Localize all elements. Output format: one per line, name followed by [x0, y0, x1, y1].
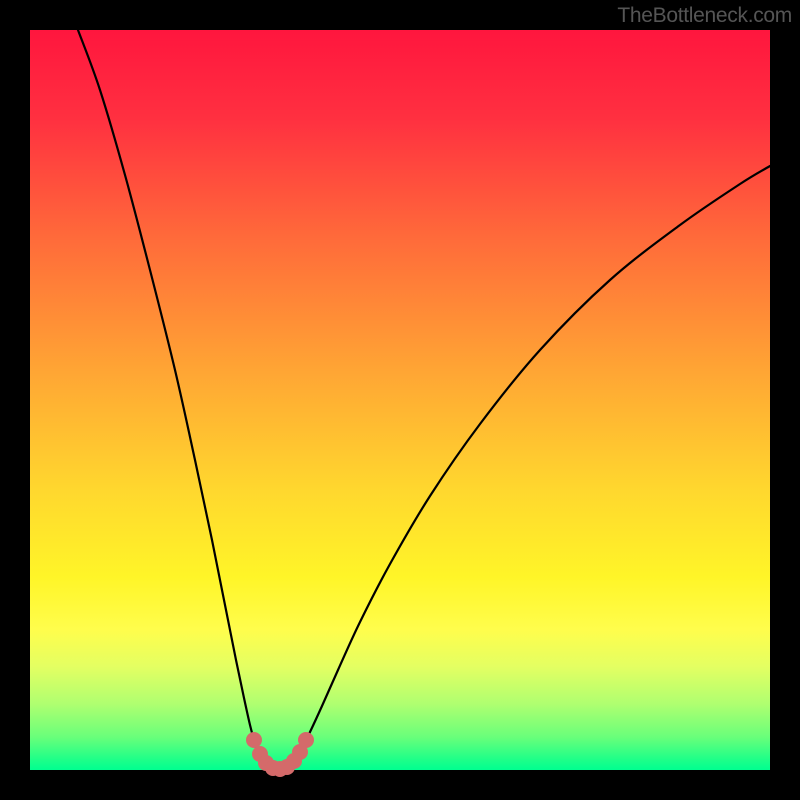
bottleneck-curve	[78, 30, 770, 768]
marker-point	[246, 732, 262, 748]
plot-area	[30, 30, 770, 770]
marker-group	[246, 732, 314, 777]
marker-point	[298, 732, 314, 748]
chart-svg	[30, 30, 770, 770]
watermark-text: TheBottleneck.com	[617, 4, 792, 28]
